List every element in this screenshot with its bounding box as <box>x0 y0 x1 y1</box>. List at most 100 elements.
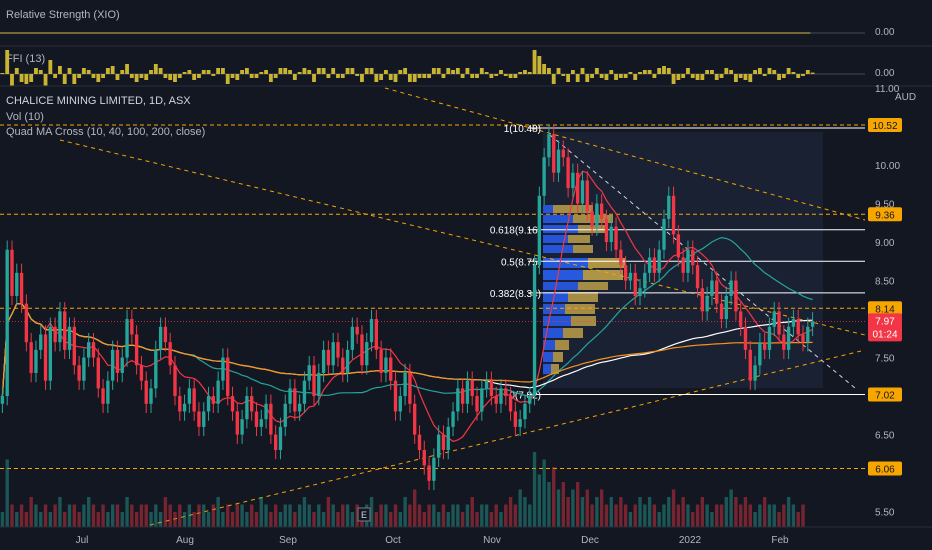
candle-body <box>398 396 402 412</box>
volume-bar <box>302 497 307 527</box>
earnings-marker[interactable] <box>357 507 371 522</box>
ffi-bar <box>201 70 206 74</box>
volume-bar <box>667 497 671 527</box>
volume-bar <box>676 504 681 527</box>
volume-bar <box>556 489 561 527</box>
volume-bar <box>53 504 57 527</box>
volume-bar <box>432 504 436 527</box>
candle-body <box>758 342 762 366</box>
time-axis[interactable]: Jul Aug Sep Oct Nov Dec 2022 Feb <box>76 535 789 546</box>
volume-bar <box>782 504 786 527</box>
y-tick-label: 9.00 <box>875 238 895 249</box>
profile-bar <box>543 316 571 326</box>
candle-body <box>91 342 96 358</box>
volume-bar <box>163 497 168 527</box>
ffi-bar <box>38 70 43 74</box>
candle-body <box>120 357 124 373</box>
volume-bar <box>43 504 48 527</box>
price-tag <box>868 461 902 476</box>
candle-body <box>628 272 633 281</box>
volume-bar <box>139 504 144 527</box>
candle-body <box>753 365 757 381</box>
profile-bar <box>543 205 553 213</box>
profile-bar <box>588 258 626 268</box>
ffi-bar <box>767 68 772 74</box>
ffi-bar <box>379 74 384 80</box>
volume-bar <box>187 504 192 527</box>
volume-bar <box>739 504 743 527</box>
ffi-bar <box>427 74 431 78</box>
ffi-bar <box>62 74 67 84</box>
y-tick-label: 5.50 <box>875 508 895 519</box>
profile-bar <box>543 352 553 362</box>
volume-bar <box>715 504 719 527</box>
ffi-bar <box>609 70 614 74</box>
volume-bar <box>250 504 254 527</box>
candle-body <box>782 334 786 350</box>
volume-bar <box>576 482 580 527</box>
ffi-bar <box>14 68 19 74</box>
volume-bar <box>321 512 326 527</box>
volume-bar <box>436 512 441 527</box>
candle-body <box>599 203 604 219</box>
ffi-bar <box>364 68 369 74</box>
volume-bar <box>96 512 100 527</box>
candle-body <box>369 319 374 343</box>
volume-bar <box>221 512 225 527</box>
candle-body <box>542 157 546 196</box>
profile-bar <box>543 270 583 280</box>
volume-bar <box>245 512 249 527</box>
volume-bar <box>77 512 81 527</box>
y-tick-label: 10.00 <box>875 161 900 172</box>
candle-body <box>413 403 417 435</box>
volume-bar <box>791 504 796 527</box>
fib-label: 0.618(9.16) <box>490 226 541 237</box>
candle-body <box>748 349 752 381</box>
ffi-bar <box>384 70 388 74</box>
candle-body <box>441 434 446 450</box>
price-axis[interactable]: AUD 11.00 10.00 9.50 9.00 8.50 7.50 6.50 5.50 <box>875 84 916 519</box>
volume-bar <box>528 504 532 527</box>
candle-body <box>5 249 9 397</box>
volume-bar <box>513 504 518 527</box>
ffi-bar <box>5 50 10 74</box>
profile-bar <box>543 258 588 268</box>
candle-body <box>484 380 489 389</box>
volume-bar <box>561 482 565 527</box>
ffi-bar <box>173 74 177 82</box>
volume-bar <box>484 504 489 527</box>
volume-bar <box>254 512 259 527</box>
volume-bar <box>10 504 14 527</box>
ffi-bar <box>259 72 264 74</box>
last-price-text: 7.97 <box>875 316 895 327</box>
volume-bar <box>623 504 628 527</box>
volume-bar <box>240 504 244 527</box>
volume-bar <box>312 512 316 527</box>
volume-bar <box>317 504 321 527</box>
profile-bar <box>573 245 593 253</box>
candle-body <box>729 280 733 296</box>
ffi-bar <box>618 74 623 78</box>
legend-separator: , <box>163 95 169 107</box>
candle-body <box>762 342 767 350</box>
volume-bar <box>748 504 752 527</box>
candle-body <box>216 380 220 404</box>
ffi-bar <box>686 68 690 74</box>
x-tick-label: Dec <box>581 535 599 546</box>
volume-bar <box>456 504 460 527</box>
candle-body <box>235 411 239 435</box>
candle-body <box>619 249 623 266</box>
profile-bar <box>543 328 563 338</box>
candle-body <box>240 419 244 435</box>
volume-bar <box>149 512 153 527</box>
profile-bar <box>543 225 578 233</box>
candle-body <box>580 180 585 204</box>
candle-body <box>106 380 110 404</box>
ffi-bar <box>623 74 628 78</box>
candle-body <box>676 234 681 258</box>
volume-bar <box>671 489 676 527</box>
price-tag-text: 6.06 <box>875 464 895 475</box>
candle-body <box>427 465 431 481</box>
volume-bar <box>67 504 72 527</box>
